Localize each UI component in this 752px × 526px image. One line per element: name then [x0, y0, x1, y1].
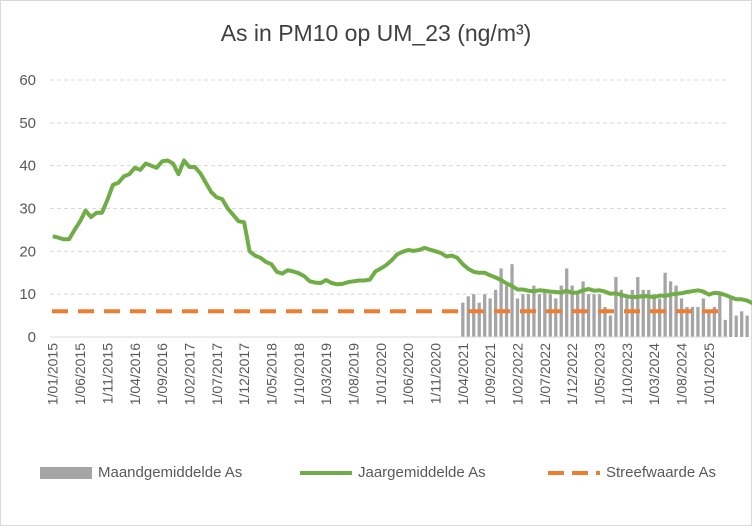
- bar-monthly: [723, 319, 727, 337]
- annual-average-line: [52, 158, 752, 306]
- legend-label-monthly: Maandgemiddelde As: [98, 464, 243, 481]
- bar-monthly: [701, 298, 706, 337]
- gridlines: [50, 79, 728, 295]
- bar-monthly: [707, 311, 711, 337]
- bar-monthly: [461, 302, 465, 337]
- legend-item-target: Streefwaarde As: [548, 464, 716, 481]
- x-tick-label: 1/10/2018: [291, 343, 307, 405]
- legend-item-monthly: Maandgemiddelde As: [40, 464, 242, 481]
- y-tick-label: 10: [19, 286, 36, 303]
- bar-monthly: [526, 294, 531, 337]
- chart-title: As in PM10 op UM_23 (ng/m³): [220, 20, 532, 46]
- bar-monthly: [718, 294, 722, 337]
- x-tick-label: 1/01/2020: [373, 343, 389, 405]
- bar-monthly: [647, 289, 651, 337]
- bar-monthly: [597, 294, 602, 337]
- bar-monthly: [668, 281, 673, 337]
- bar-monthly: [641, 289, 645, 337]
- bar-monthly: [729, 298, 733, 337]
- monthly-bars: [461, 264, 749, 337]
- bar-monthly: [521, 294, 525, 337]
- x-tick-label: 1/04/2021: [455, 343, 471, 405]
- bar-monthly: [625, 298, 629, 337]
- bar-monthly: [696, 307, 700, 337]
- x-tick-label: 1/09/2021: [482, 343, 498, 405]
- x-tick-label: 1/02/2017: [181, 343, 197, 405]
- x-tick-label: 1/08/2019: [345, 343, 361, 405]
- x-tick-label: 1/04/2016: [127, 343, 143, 405]
- x-tick-label: 1/03/2024: [646, 343, 662, 405]
- bar-monthly: [630, 289, 634, 337]
- x-tick-label: 1/03/2019: [318, 343, 334, 405]
- bar-monthly: [466, 296, 470, 337]
- bar-monthly: [712, 307, 716, 337]
- bar-monthly: [685, 307, 689, 337]
- x-tick-label: 1/09/2016: [154, 343, 170, 405]
- y-axis-tick-labels: 0 10 20 30 40 50 60: [19, 72, 36, 346]
- bar-monthly: [614, 277, 618, 337]
- legend-item-annual: Jaargemiddelde As: [300, 464, 486, 481]
- bar-monthly: [548, 294, 552, 337]
- legend-swatch-monthly: [40, 466, 92, 479]
- bar-monthly: [543, 289, 547, 337]
- bar-monthly: [493, 289, 498, 337]
- y-tick-label: 40: [19, 158, 36, 175]
- y-tick-label: 20: [19, 243, 36, 260]
- bar-monthly: [745, 315, 749, 337]
- legend-label-target: Streefwaarde As: [606, 464, 717, 481]
- bar-monthly: [554, 298, 558, 337]
- bar-monthly: [734, 315, 738, 337]
- x-tick-label: 1/07/2022: [537, 343, 553, 405]
- bar-monthly: [619, 289, 624, 337]
- x-tick-label: 1/06/2015: [72, 343, 88, 405]
- bar-monthly: [472, 294, 476, 337]
- bar-monthly: [592, 294, 596, 337]
- x-tick-label: 1/02/2022: [509, 343, 525, 405]
- bar-monthly: [515, 298, 520, 337]
- x-tick-label: 1/05/2023: [592, 343, 608, 405]
- bar-monthly: [658, 298, 662, 337]
- x-tick-label: 1/11/2020: [427, 343, 443, 404]
- bar-monthly: [663, 272, 667, 337]
- x-tick-label: 1/07/2017: [209, 343, 225, 405]
- legend-label-annual: Jaargemiddelde As: [358, 464, 486, 481]
- bar-monthly: [537, 294, 542, 337]
- legend-swatch-target: [548, 470, 600, 475]
- x-axis-tick-labels: 1/01/2015 1/06/2015 1/11/2015 1/04/2016 1/09…: [45, 343, 717, 406]
- bar-monthly: [565, 268, 569, 337]
- y-tick-label: 30: [19, 201, 36, 218]
- bar-monthly: [581, 281, 585, 337]
- x-tick-label: 1/01/2015: [45, 343, 61, 405]
- bar-monthly: [652, 294, 656, 337]
- x-tick-label: 1/10/2023: [619, 343, 635, 405]
- bar-monthly: [499, 268, 503, 337]
- legend-swatch-annual: [300, 470, 352, 475]
- bar-monthly: [510, 264, 514, 337]
- bar-monthly: [690, 307, 695, 337]
- bar-monthly: [586, 294, 591, 337]
- bar-monthly: [636, 277, 640, 337]
- x-tick-label: 1/12/2022: [564, 343, 580, 405]
- bar-monthly: [608, 315, 613, 337]
- y-tick-label: 50: [19, 115, 36, 132]
- bar-monthly: [603, 307, 607, 337]
- x-tick-label: 1/01/2025: [701, 343, 717, 405]
- bar-monthly: [575, 294, 580, 337]
- bar-monthly: [740, 311, 744, 337]
- x-tick-label: 1/06/2020: [400, 343, 416, 405]
- x-tick-label: 1/08/2024: [674, 343, 690, 405]
- y-tick-label: 60: [19, 72, 36, 89]
- bar-monthly: [483, 294, 487, 337]
- bar-monthly: [679, 298, 684, 337]
- y-tick-label: 0: [28, 329, 36, 346]
- bar-monthly: [477, 302, 481, 337]
- x-tick-label: 1/05/2018: [263, 343, 279, 405]
- x-tick-label: 1/11/2015: [99, 343, 115, 404]
- bar-monthly: [488, 298, 492, 337]
- x-tick-label: 1/12/2017: [236, 343, 252, 405]
